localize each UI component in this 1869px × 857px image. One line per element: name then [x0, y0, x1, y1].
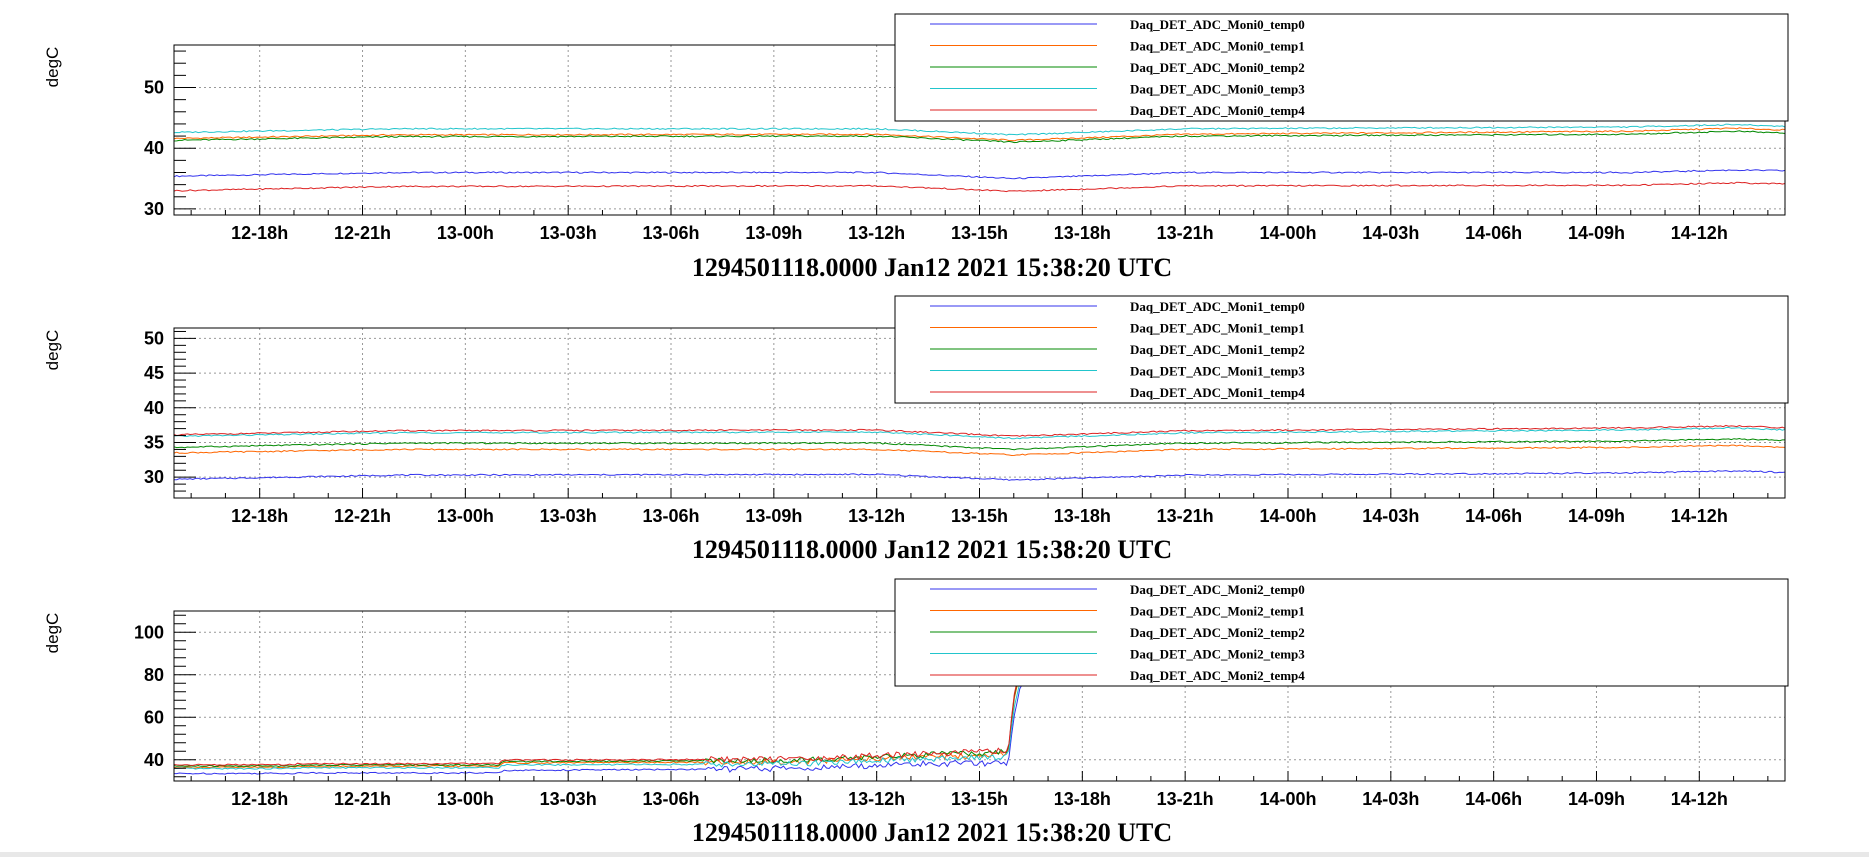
- x-tick-label: 13-15h: [951, 506, 1008, 526]
- x-tick-label: 14-06h: [1465, 506, 1522, 526]
- x-tick-label: 13-06h: [642, 223, 699, 243]
- x-tick-label: 14-12h: [1671, 789, 1728, 809]
- x-axis-title: 1294501118.0000 Jan12 2021 15:38:20 UTC: [692, 535, 1172, 564]
- y-tick-label: 50: [144, 328, 164, 348]
- legend-entry: Daq_DET_ADC_Moni0_temp2: [1130, 60, 1305, 75]
- legend: Daq_DET_ADC_Moni0_temp0 Daq_DET_ADC_Moni0…: [894, 13, 1789, 122]
- x-tick-label: 13-18h: [1054, 506, 1111, 526]
- legend-entry: Daq_DET_ADC_Moni2_temp4: [1130, 668, 1305, 683]
- x-tick-label: 13-15h: [951, 789, 1008, 809]
- x-tick-label: 13-15h: [951, 223, 1008, 243]
- x-tick-label: 13-03h: [540, 789, 597, 809]
- x-tick-label: 13-09h: [745, 223, 802, 243]
- x-tick-label: 14-00h: [1259, 506, 1316, 526]
- x-axis-title: 1294501118.0000 Jan12 2021 15:38:20 UTC: [692, 253, 1172, 282]
- y-tick-label: 40: [144, 398, 164, 418]
- x-tick-label: 13-03h: [540, 506, 597, 526]
- series-line-0: [173, 470, 1786, 481]
- y-tick-label: 60: [144, 707, 164, 727]
- series-line-2: [173, 437, 1785, 451]
- x-tick-label: 12-21h: [334, 223, 391, 243]
- legend-entry: Daq_DET_ADC_Moni0_temp4: [1130, 103, 1305, 118]
- y-tick-label: 35: [144, 432, 164, 452]
- x-tick-label: 12-21h: [334, 506, 391, 526]
- x-tick-label: 14-03h: [1362, 223, 1419, 243]
- x-tick-label: 13-12h: [848, 223, 905, 243]
- legend-entry: Daq_DET_ADC_Moni0_temp1: [1130, 39, 1305, 54]
- x-tick-label: 12-18h: [231, 789, 288, 809]
- x-tick-label: 14-03h: [1362, 789, 1419, 809]
- x-tick-label: 13-21h: [1157, 789, 1214, 809]
- x-tick-label: 13-09h: [745, 506, 802, 526]
- x-tick-label: 14-06h: [1465, 789, 1522, 809]
- x-axis-title: 1294501118.0000 Jan12 2021 15:38:20 UTC: [692, 818, 1172, 847]
- legend: Daq_DET_ADC_Moni1_temp0 Daq_DET_ADC_Moni1…: [894, 295, 1789, 404]
- y-tick-label: 50: [144, 78, 164, 98]
- legend-entry: Daq_DET_ADC_Moni2_temp2: [1130, 625, 1305, 640]
- x-tick-label: 13-12h: [848, 506, 905, 526]
- bottom-border: [0, 852, 1869, 857]
- y-tick-label: 40: [144, 750, 164, 770]
- series-line-3: [173, 123, 1786, 136]
- legend-entry: Daq_DET_ADC_Moni1_temp1: [1130, 321, 1305, 336]
- x-tick-label: 13-09h: [745, 789, 802, 809]
- x-tick-label: 13-03h: [540, 223, 597, 243]
- series-line-2: [173, 130, 1786, 144]
- x-tick-label: 13-06h: [642, 506, 699, 526]
- legend-entry: Daq_DET_ADC_Moni1_temp4: [1130, 385, 1305, 400]
- y-tick-label: 100: [134, 622, 164, 642]
- legend-entry: Daq_DET_ADC_Moni2_temp3: [1130, 647, 1305, 662]
- x-tick-label: 14-12h: [1671, 506, 1728, 526]
- x-tick-label: 13-00h: [437, 223, 494, 243]
- x-tick-label: 14-09h: [1568, 506, 1625, 526]
- legend: Daq_DET_ADC_Moni2_temp0 Daq_DET_ADC_Moni2…: [894, 578, 1789, 687]
- y-tick-label: 30: [144, 199, 164, 219]
- x-tick-label: 14-12h: [1671, 223, 1728, 243]
- x-tick-label: 12-18h: [231, 506, 288, 526]
- y-tick-label: 30: [144, 467, 164, 487]
- y-tick-label: 40: [144, 138, 164, 158]
- x-tick-label: 13-18h: [1054, 789, 1111, 809]
- x-tick-label: 13-00h: [437, 506, 494, 526]
- x-tick-label: 13-12h: [848, 789, 905, 809]
- legend-entry: Daq_DET_ADC_Moni1_temp3: [1130, 364, 1305, 379]
- legend-entry: Daq_DET_ADC_Moni0_temp3: [1130, 82, 1305, 97]
- x-tick-label: 13-00h: [437, 789, 494, 809]
- y-tick-label: 45: [144, 363, 164, 383]
- x-tick-label: 12-21h: [334, 789, 391, 809]
- legend-entry: Daq_DET_ADC_Moni0_temp0: [1130, 17, 1305, 32]
- legend-entry: Daq_DET_ADC_Moni1_temp0: [1130, 299, 1305, 314]
- series-line-4: [173, 181, 1786, 193]
- x-tick-label: 13-06h: [642, 789, 699, 809]
- x-tick-label: 13-21h: [1157, 506, 1214, 526]
- y-tick-label: 80: [144, 665, 164, 685]
- legend-entry: Daq_DET_ADC_Moni1_temp2: [1130, 342, 1305, 357]
- chart-panel-2: 12-18h 12-21h 13-00h 13-03h 13-06h 13-09h 13-1…: [43, 578, 1789, 847]
- x-tick-label: 14-09h: [1568, 223, 1625, 243]
- x-tick-label: 12-18h: [231, 223, 288, 243]
- chart-panel-1: 12-18h 12-21h 13-00h 13-03h 13-06h 13-09h 13-1…: [43, 295, 1789, 564]
- x-tick-label: 14-06h: [1465, 223, 1522, 243]
- y-axis-title: degC: [43, 47, 62, 88]
- series-line-0: [173, 169, 1786, 180]
- x-tick-label: 13-21h: [1157, 223, 1214, 243]
- y-axis-title: degC: [43, 330, 62, 371]
- x-tick-label: 14-09h: [1568, 789, 1625, 809]
- series-line-3: [173, 426, 1786, 440]
- x-tick-label: 14-00h: [1259, 223, 1316, 243]
- x-tick-label: 13-18h: [1054, 223, 1111, 243]
- series-line-4: [173, 424, 1786, 437]
- chart-panel-0: 12-18h 12-21h 13-00h 13-03h 13-06h 13-09h 13-1…: [43, 13, 1789, 282]
- series-line-1: [173, 127, 1786, 142]
- x-tick-label: 14-00h: [1259, 789, 1316, 809]
- y-axis-title: degC: [43, 613, 62, 654]
- legend-entry: Daq_DET_ADC_Moni2_temp0: [1130, 582, 1305, 597]
- x-tick-label: 14-03h: [1362, 506, 1419, 526]
- legend-entry: Daq_DET_ADC_Moni2_temp1: [1130, 604, 1305, 619]
- series-line-1: [173, 444, 1786, 457]
